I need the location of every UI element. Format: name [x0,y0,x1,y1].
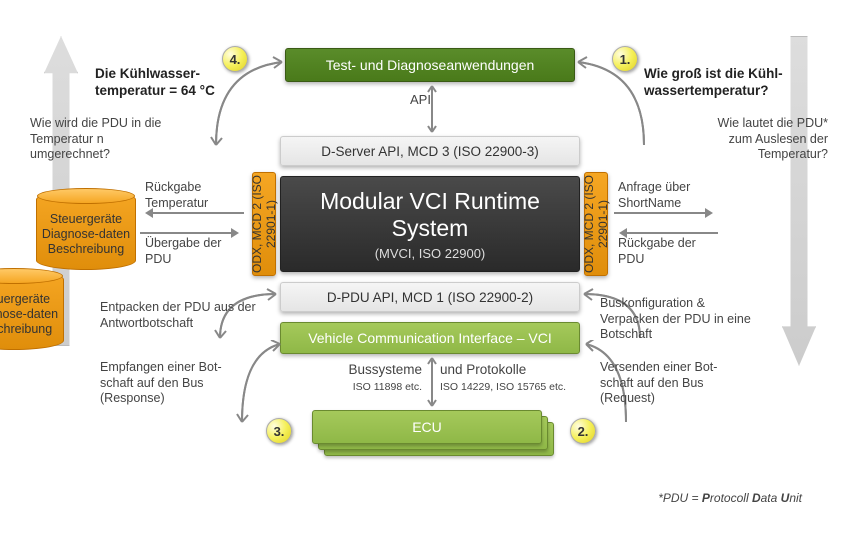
entpacken-text: Entpacken der PDU aus der Antwortbotscha… [100,300,260,331]
badge-1: 1. [612,46,638,72]
ruck-label: Rückgabe Temperatur [145,180,245,211]
arrow-anfrage [614,212,710,214]
badge-3: 3. [266,418,292,444]
layer-test-label: Test- und Diagnoseanwendungen [326,57,535,73]
varrow-api [426,84,438,134]
layer-dserver: D-Server API, MCD 3 (ISO 22900-3) [280,136,580,166]
ecu-label: ECU [412,419,442,435]
layer-vci-label: Vehicle Communication Interface – VCI [308,330,552,346]
footnote: *PDU = Protocoll Data Unit [658,491,802,505]
arrow-ruckpdu [622,232,718,234]
badge-2: 2. [570,418,596,444]
odx-right-label: ODX, MCD 2 (ISO 22901-1) [582,173,610,275]
cylinder-left: Steuergeräte Diagnose-daten Beschreibung [36,190,136,270]
buskonfig-text: Buskonfiguration & Verpacken der PDU in … [600,296,760,343]
cylinder-right-label: Steuergeräte Diagnose-daten Beschreibung [0,292,59,337]
layer-test: Test- und Diagnoseanwendungen [285,48,575,82]
odx-left-label: ODX, MCD 2 (ISO 22901-1) [250,173,278,275]
arrow-ruck [148,212,244,214]
layer-dserver-label: D-Server API, MCD 3 (ISO 22900-3) [321,144,539,159]
ruckpdu-label: Rückgabe der PDU [618,236,718,267]
mvci-sub: (MVCI, ISO 22900) [375,246,486,261]
cylinder-right: Steuergeräte Diagnose-daten Beschreibung [0,270,64,350]
q1-text: Wie groß ist die Kühl- wassertemperatur? [644,66,814,100]
bus-left: Bussysteme ISO 11898 etc. [312,362,422,395]
cylinder-left-label: Steuergeräte Diagnose-daten Beschreibung [41,212,131,257]
lefttop-text: Wie wird die PDU in die Temperatur n umg… [30,116,180,163]
mvci-title: Modular VCI Runtime System [281,188,579,242]
ueber-label: Übergabe der PDU [145,236,245,267]
odx-left: ODX, MCD 2 (ISO 22901-1) [252,172,276,276]
arrow-ueber [140,232,236,234]
empfangen-text: Empfangen einer Bot- schaft auf den Bus … [100,360,260,407]
odx-right: ODX, MCD 2 (ISO 22901-1) [584,172,608,276]
versenden-text: Versenden einer Bot- schaft auf den Bus … [600,360,760,407]
anfrage-label: Anfrage über ShortName [618,180,718,211]
layer-dpdu: D-PDU API, MCD 1 (ISO 22900-2) [280,282,580,312]
q4-text: Die Kühlwasser-temperatur = 64 °C [95,66,265,100]
varrow-bus [426,356,438,408]
layer-vci: Vehicle Communication Interface – VCI [280,322,580,354]
layer-mvci: Modular VCI Runtime System (MVCI, ISO 22… [280,176,580,272]
layer-dpdu-label: D-PDU API, MCD 1 (ISO 22900-2) [327,290,533,305]
righttop-text: Wie lautet die PDU* zum Auslesen der Tem… [698,116,828,163]
